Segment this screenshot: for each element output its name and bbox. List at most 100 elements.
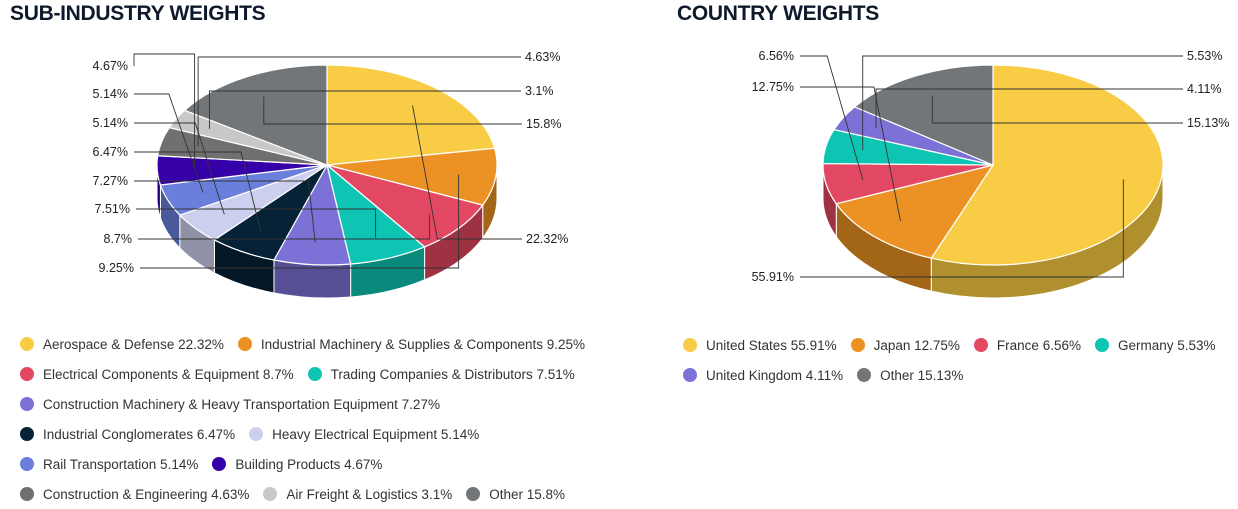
sub-industry-legend-dot-construction-machinery-and-heavy-transportation-equipment <box>20 397 34 411</box>
country-slice-japan[interactable] <box>835 164 995 259</box>
country-legend-item-germany[interactable]: Germany 5.53% <box>1094 337 1216 353</box>
sub-industry-callout-line-industrial-machinery-and-supplies-and-components <box>140 174 460 269</box>
sub-industry-legend: Aerospace & Defense 22.32% Industrial Mac… <box>20 329 599 509</box>
sub-industry-legend-row: Aerospace & Defense 22.32% Industrial Mac… <box>20 329 599 359</box>
country-legend-label-germany: Germany 5.53% <box>1117 337 1216 353</box>
country-slice-united-states[interactable] <box>930 64 1164 266</box>
country-callout-line-united-states <box>800 179 1124 278</box>
country-legend-dot-japan <box>850 338 865 352</box>
sub-industry-legend-item-aerospace-and-defense[interactable]: Aerospace & Defense 22.32% <box>20 337 224 352</box>
sub-industry-callout-line-air-freight-and-logistics <box>208 90 521 129</box>
country-legend: United States 55.91% Japan 12.75% France 6… <box>683 330 1230 390</box>
sub-industry-callout-label-industrial-conglomerates: 6.47% <box>93 145 128 159</box>
country-legend-dot-germany <box>1094 338 1109 352</box>
country-legend-dot-france <box>973 338 988 352</box>
sub-industry-legend-item-trading-companies-and-distributors[interactable]: Trading Companies & Distributors 7.51% <box>307 366 575 382</box>
country-pie-chart: 55.91% 12.75% 6.56% 5.53% 4.11% 15.13% <box>752 49 1229 299</box>
sub-industry-chart-panel: SUB-INDUSTRY WEIGHTS 22.32% 9.25% 8.7% 7.51… <box>10 2 585 502</box>
sub-industry-callout-label-aerospace-and-defense: 22.32% <box>526 232 568 246</box>
sub-industry-legend-label-aerospace-and-defense: Aerospace & Defense 22.32% <box>43 336 224 352</box>
country-legend-row: United States 55.91% Japan 12.75% France 6… <box>683 330 1230 360</box>
sub-industry-callout-line-construction-and-engineering <box>197 56 521 147</box>
country-legend-item-united-kingdom[interactable]: United Kingdom 4.11% <box>683 368 843 383</box>
country-legend-item-other[interactable]: Other 15.13% <box>857 368 963 383</box>
sub-industry-legend-item-building-products[interactable]: Building Products 4.67% <box>212 457 382 472</box>
country-legend-dot-other <box>857 368 872 382</box>
sub-industry-legend-dot-construction-and-engineering <box>20 487 34 501</box>
sub-industry-callout-label-construction-machinery-and-heavy-transportation-equipment: 7.27% <box>93 174 128 188</box>
sub-industry-callout-label-construction-and-engineering: 4.63% <box>525 50 560 64</box>
country-legend-label-united-states: United States 55.91% <box>706 337 837 353</box>
sub-industry-legend-label-construction-and-engineering: Construction & Engineering 4.63% <box>43 486 250 502</box>
sub-industry-legend-label-trading-companies-and-distributors: Trading Companies & Distributors 7.51% <box>330 366 575 382</box>
sub-industry-callout-label-building-products: 4.67% <box>93 59 128 73</box>
sub-industry-legend-label-rail-transportation: Rail Transportation 5.14% <box>43 456 199 472</box>
sub-industry-legend-label-industrial-conglomerates: Industrial Conglomerates 6.47% <box>43 426 236 442</box>
sub-industry-legend-dot-building-products <box>212 457 227 471</box>
sub-industry-callout-label-electrical-components-and-equipment: 8.7% <box>104 232 133 246</box>
sub-industry-callout-line-trading-companies-and-distributors <box>136 208 377 238</box>
sub-industry-legend-item-heavy-electrical-equipment[interactable]: Heavy Electrical Equipment 5.14% <box>249 427 479 442</box>
sub-industry-legend-label-construction-machinery-and-heavy-transportation-equipment: Construction Machinery & Heavy Transport… <box>43 396 440 412</box>
sub-industry-legend-dot-air-freight-and-logistics <box>263 487 278 501</box>
sub-industry-legend-item-other[interactable]: Other 15.8% <box>466 487 565 502</box>
country-callout-line-japan <box>800 86 901 221</box>
country-legend-row: United Kingdom 4.11% Other 15.13% <box>683 360 1230 390</box>
sub-industry-legend-dot-other <box>466 487 481 501</box>
country-legend-item-united-states[interactable]: United States 55.91% <box>683 338 837 353</box>
country-legend-label-japan: Japan 12.75% <box>873 337 960 353</box>
sub-industry-legend-item-air-freight-and-logistics[interactable]: Air Freight & Logistics 3.1% <box>263 487 452 502</box>
country-legend-dot-united-states <box>683 338 697 352</box>
sub-industry-legend-label-industrial-machinery-and-supplies-and-components: Industrial Machinery & Supplies & Compon… <box>260 336 586 352</box>
sub-industry-callout-line-heavy-electrical-equipment <box>134 122 225 215</box>
sub-industry-legend-row: Industrial Conglomerates 6.47% Heavy Elec… <box>20 419 599 449</box>
country-callout-line-germany <box>862 55 1183 151</box>
country-legend-label-other: Other 15.13% <box>880 367 964 383</box>
sub-industry-pie-chart: 22.32% 9.25% 8.7% 7.51% 7.27% 6.47% 5.14% 5.14%… <box>93 50 568 299</box>
sub-industry-legend-label-electrical-components-and-equipment: Electrical Components & Equipment 8.7% <box>43 366 294 382</box>
sub-industry-legend-row: Construction Machinery & Heavy Transport… <box>20 389 599 419</box>
sub-industry-legend-label-heavy-electrical-equipment: Heavy Electrical Equipment 5.14% <box>272 426 480 442</box>
sub-industry-callout-label-air-freight-and-logistics: 3.1% <box>525 84 554 98</box>
country-callout-line-other <box>931 95 1183 124</box>
sub-industry-legend-item-industrial-machinery-and-supplies-and-components[interactable]: Industrial Machinery & Supplies & Compon… <box>237 336 586 352</box>
country-legend-label-france: France 6.56% <box>996 337 1081 353</box>
country-legend-label-united-kingdom: United Kingdom 4.11% <box>706 367 844 383</box>
country-callout-line-france <box>800 55 864 180</box>
sub-industry-chart-title: SUB-INDUSTRY WEIGHTS <box>10 2 266 25</box>
sub-industry-legend-item-rail-transportation[interactable]: Rail Transportation 5.14% <box>20 457 198 472</box>
sub-industry-callout-line-construction-machinery-and-heavy-transportation-equipment <box>134 180 316 243</box>
sub-industry-legend-row: Rail Transportation 5.14% Building Produc… <box>20 449 599 479</box>
sub-industry-legend-label-other: Other 15.8% <box>489 486 566 502</box>
sub-industry-legend-item-construction-machinery-and-heavy-transportation-equipment[interactable]: Construction Machinery & Heavy Transport… <box>20 397 440 412</box>
sub-industry-slice-other[interactable] <box>183 64 328 166</box>
country-callout-line-united-kingdom <box>875 88 1183 129</box>
country-callout-label-japan: 12.75% <box>752 80 794 94</box>
sub-industry-legend-label-building-products: Building Products 4.67% <box>235 456 383 472</box>
country-chart-title: COUNTRY WEIGHTS <box>677 2 880 25</box>
sub-industry-legend-dot-industrial-machinery-and-supplies-and-components <box>237 337 252 351</box>
sub-industry-callout-line-electrical-components-and-equipment <box>138 214 431 240</box>
sub-industry-legend-row: Construction & Engineering 4.63% Air Frei… <box>20 479 599 509</box>
sub-industry-slice-industrial-machinery-and-supplies-and-components[interactable] <box>326 147 498 206</box>
sub-industry-callout-line-other <box>263 96 522 125</box>
sub-industry-slice-side-construction-machinery-and-heavy-transportation-equipment <box>273 259 352 299</box>
sub-industry-callout-label-heavy-electrical-equipment: 5.14% <box>93 116 128 130</box>
country-callout-label-united-kingdom: 4.11% <box>1187 82 1222 96</box>
country-legend-item-japan[interactable]: Japan 12.75% <box>850 337 960 353</box>
sub-industry-legend-dot-aerospace-and-defense <box>20 337 34 351</box>
sub-industry-legend-item-construction-and-engineering[interactable]: Construction & Engineering 4.63% <box>20 487 249 502</box>
sub-industry-legend-dot-industrial-conglomerates <box>20 427 34 441</box>
country-callout-label-other: 15.13% <box>1187 116 1229 130</box>
sub-industry-legend-dot-electrical-components-and-equipment <box>20 367 34 381</box>
sub-industry-legend-label-air-freight-and-logistics: Air Freight & Logistics 3.1% <box>286 486 453 502</box>
sub-industry-legend-item-electrical-components-and-equipment[interactable]: Electrical Components & Equipment 8.7% <box>20 367 294 382</box>
country-legend-item-france[interactable]: France 6.56% <box>973 337 1081 353</box>
sub-industry-slice-aerospace-and-defense[interactable] <box>326 64 496 166</box>
sub-industry-legend-dot-rail-transportation <box>20 457 34 471</box>
country-callout-label-germany: 5.53% <box>1187 49 1222 63</box>
country-chart-panel: COUNTRY WEIGHTS 55.91% 12.75% 6.56% 5.53% 4.… <box>660 0 1238 505</box>
sub-industry-callout-label-other: 15.8% <box>526 117 561 131</box>
sub-industry-legend-item-industrial-conglomerates[interactable]: Industrial Conglomerates 6.47% <box>20 427 235 442</box>
sub-industry-callout-line-aerospace-and-defense <box>412 105 522 240</box>
